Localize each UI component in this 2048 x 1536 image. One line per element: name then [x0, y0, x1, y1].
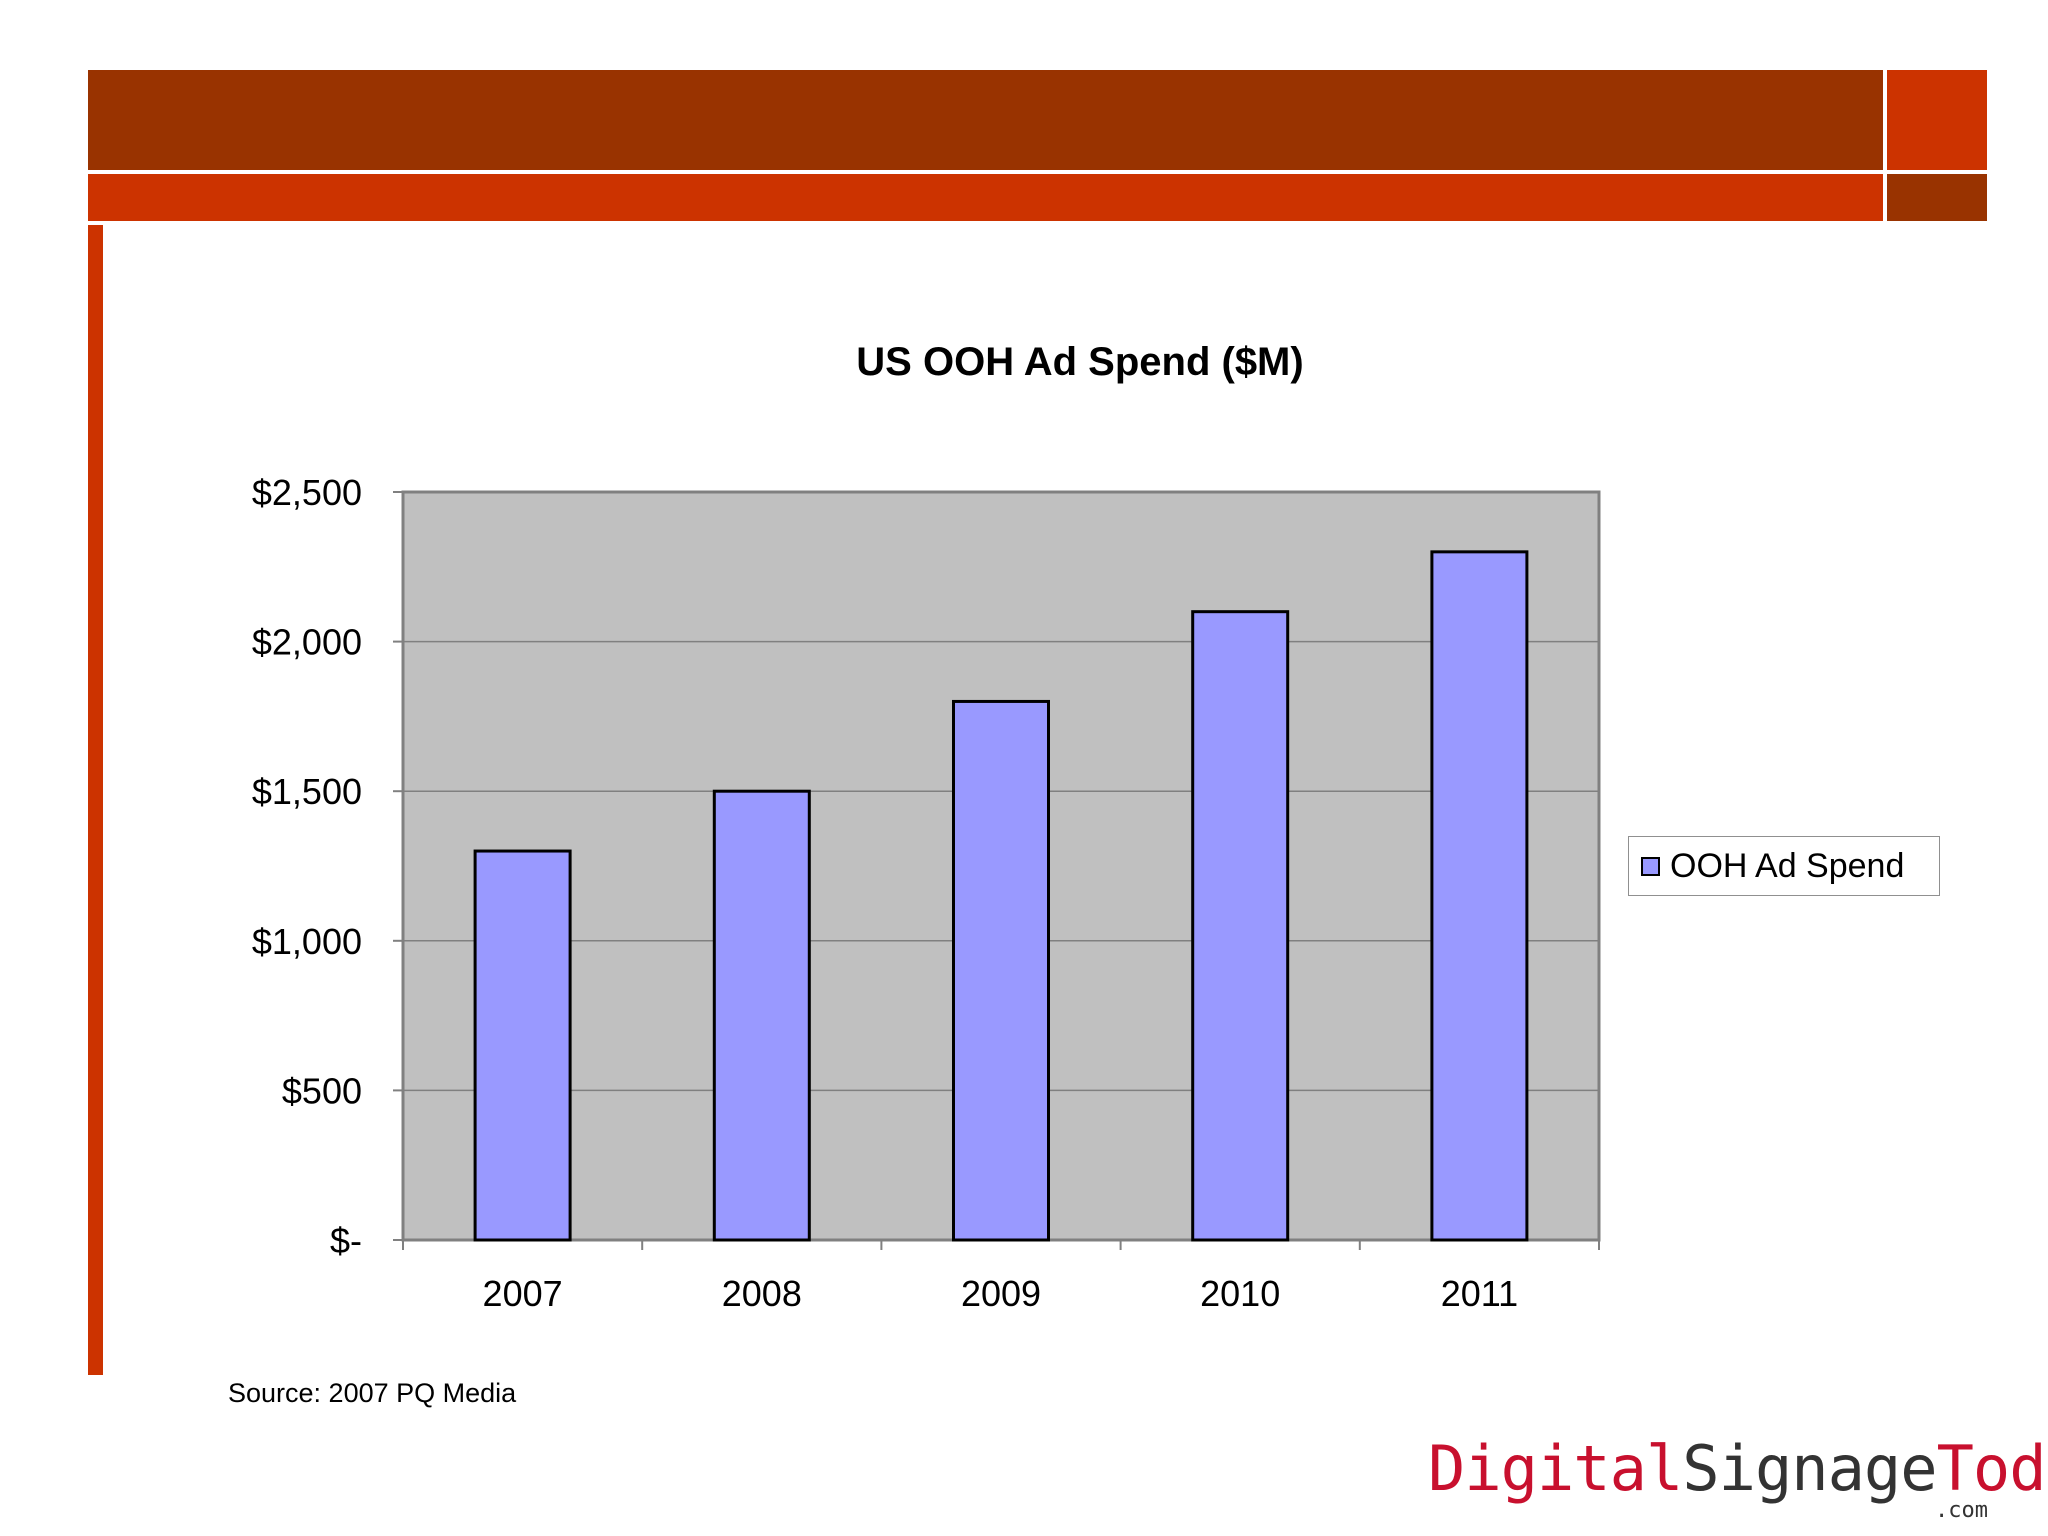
- x-tick-label: 2008: [722, 1273, 802, 1314]
- x-tick-label: 2009: [961, 1273, 1041, 1314]
- bar-2011: [1430, 550, 1529, 1242]
- y-tick-label: $1,000: [252, 921, 362, 962]
- header-band-bottom: [88, 174, 1883, 221]
- y-tick-label: $-: [330, 1220, 362, 1261]
- x-tick-label: 2010: [1200, 1273, 1280, 1314]
- header-band-top: [88, 70, 1883, 170]
- x-tick-label: 2007: [483, 1273, 563, 1314]
- source-note: Source: 2007 PQ Media: [228, 1378, 517, 1408]
- legend-label: OOH Ad Spend: [1670, 846, 1905, 885]
- bar-2007: [473, 849, 572, 1242]
- brand-part-digital: Digital: [1428, 1432, 1683, 1505]
- chart-legend: OOH Ad Spend: [1628, 836, 1940, 896]
- digital-signage-today-logo: DigitalSignageToday .com: [1428, 1438, 2048, 1528]
- y-tick-label: $2,000: [252, 622, 362, 663]
- left-accent-bar: [88, 225, 103, 1375]
- header-band-top-accent: [1887, 70, 1987, 170]
- bar-2008: [712, 789, 811, 1242]
- x-tick-label: 2011: [1441, 1273, 1518, 1314]
- brand-suffix: .com: [1935, 1498, 1988, 1523]
- y-tick-label: $1,500: [252, 771, 362, 812]
- header-band-bottom-accent: [1887, 174, 1987, 221]
- brand-part-signage: Signage: [1682, 1432, 1937, 1505]
- bar-2010: [1191, 610, 1290, 1242]
- y-tick-label: $500: [282, 1070, 362, 1111]
- bar-2009: [952, 699, 1050, 1242]
- legend-swatch: [1641, 856, 1660, 876]
- chart-title: US OOH Ad Spend ($M): [856, 340, 1304, 384]
- y-tick-label: $2,500: [252, 472, 362, 513]
- brand-part-today: Today: [1936, 1432, 2048, 1505]
